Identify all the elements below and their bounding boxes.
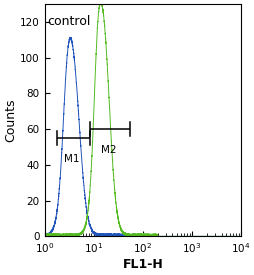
Text: control: control	[47, 15, 91, 28]
Text: M2: M2	[100, 145, 116, 155]
Y-axis label: Counts: Counts	[4, 98, 17, 142]
Text: M1: M1	[63, 154, 79, 164]
X-axis label: FL1-H: FL1-H	[122, 258, 163, 271]
